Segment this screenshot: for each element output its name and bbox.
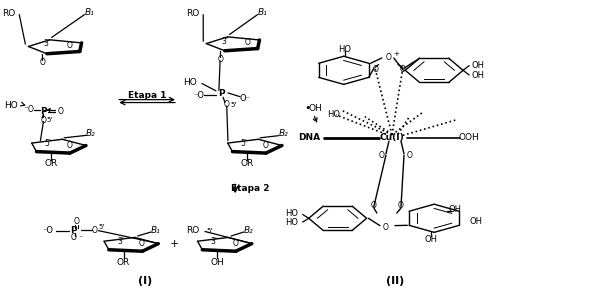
- Text: O: O: [244, 38, 250, 47]
- Text: HO: HO: [327, 110, 340, 119]
- Text: O: O: [386, 53, 392, 62]
- Text: O: O: [262, 141, 268, 149]
- Text: O: O: [378, 151, 384, 160]
- Text: HO: HO: [183, 78, 197, 86]
- Text: B₂: B₂: [244, 226, 253, 235]
- Text: (I): (I): [137, 276, 152, 286]
- Text: OH: OH: [472, 71, 485, 80]
- Text: OH: OH: [472, 61, 485, 69]
- Text: P: P: [40, 107, 46, 116]
- Text: B₁: B₁: [84, 8, 94, 17]
- Text: ⁻O: ⁻O: [194, 91, 204, 100]
- Text: O: O: [139, 239, 145, 248]
- Text: O: O: [371, 202, 377, 210]
- Text: B₂: B₂: [86, 129, 95, 138]
- Text: O: O: [217, 55, 223, 64]
- Text: O: O: [398, 202, 404, 210]
- Text: O: O: [400, 65, 406, 74]
- Text: OH: OH: [210, 258, 224, 267]
- Text: Cu(I): Cu(I): [379, 133, 405, 142]
- Text: RO: RO: [2, 9, 16, 18]
- Text: O: O: [57, 107, 63, 116]
- Text: O: O: [71, 233, 77, 242]
- Text: O: O: [383, 223, 389, 231]
- Text: P: P: [219, 89, 225, 98]
- Text: 3': 3': [210, 237, 218, 246]
- Text: OH: OH: [469, 217, 482, 226]
- Text: DNA: DNA: [298, 133, 320, 142]
- Text: ⁻: ⁻: [23, 105, 28, 114]
- Text: OH: OH: [449, 205, 462, 214]
- Text: O: O: [74, 217, 80, 226]
- Text: O: O: [224, 100, 230, 109]
- Text: ⁻: ⁻: [78, 233, 83, 242]
- Text: 5': 5': [45, 139, 52, 148]
- Text: O: O: [232, 239, 238, 248]
- Text: B₁: B₁: [257, 8, 267, 17]
- Text: O: O: [66, 141, 72, 149]
- Text: 5': 5': [207, 228, 213, 234]
- Text: 3': 3': [221, 37, 229, 45]
- Text: O: O: [39, 59, 45, 67]
- Text: O: O: [66, 41, 72, 50]
- Text: OH: OH: [425, 235, 438, 244]
- Text: +: +: [170, 239, 180, 249]
- Text: Etapa 1: Etapa 1: [128, 91, 167, 100]
- Text: OH: OH: [309, 105, 322, 113]
- Text: +: +: [393, 52, 399, 57]
- Text: 5': 5': [98, 224, 104, 230]
- Text: HO: HO: [4, 101, 17, 110]
- Text: O: O: [92, 226, 98, 234]
- Text: OR: OR: [45, 159, 58, 168]
- Text: O: O: [372, 65, 378, 74]
- Text: O: O: [40, 116, 46, 125]
- Text: B₂: B₂: [279, 129, 288, 138]
- Text: 5': 5': [231, 102, 237, 108]
- Text: HO: HO: [285, 209, 298, 218]
- Text: OR: OR: [241, 159, 254, 168]
- Text: OR: OR: [117, 258, 130, 267]
- Text: RO: RO: [186, 226, 200, 234]
- Text: (II): (II): [386, 276, 404, 286]
- Text: HO: HO: [285, 218, 298, 227]
- Text: O: O: [407, 151, 413, 160]
- Text: •: •: [305, 103, 311, 113]
- Text: B₁: B₁: [151, 226, 160, 235]
- Text: 5': 5': [46, 117, 52, 123]
- Text: Etapa 2: Etapa 2: [231, 184, 270, 193]
- Text: P: P: [71, 226, 77, 235]
- Text: O: O: [27, 105, 33, 114]
- Text: 3': 3': [43, 40, 51, 48]
- Text: 5': 5': [241, 139, 248, 148]
- Text: 3': 3': [117, 237, 124, 246]
- Text: O⁻: O⁻: [239, 94, 250, 103]
- Text: HO: HO: [338, 45, 352, 54]
- Text: OOH: OOH: [459, 133, 479, 142]
- Text: ⁻O: ⁻O: [43, 226, 54, 235]
- Text: RO: RO: [186, 9, 200, 18]
